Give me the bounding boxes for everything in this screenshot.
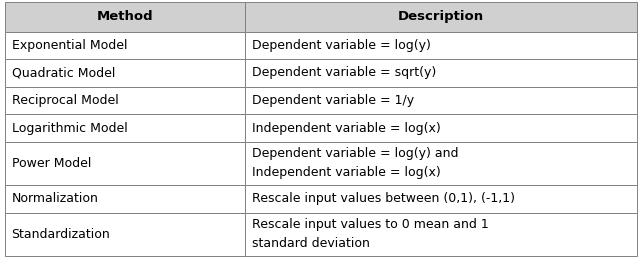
Text: Normalization: Normalization [12, 192, 98, 205]
Text: Dependent variable = sqrt(y): Dependent variable = sqrt(y) [252, 66, 436, 79]
Bar [245, 31, 637, 59]
Text: Rescale input values to 0 mean and 1
standard deviation: Rescale input values to 0 mean and 1 sta… [252, 218, 489, 250]
Bar [5, 114, 245, 142]
Bar [5, 185, 245, 213]
Bar [5, 31, 245, 59]
Text: Method: Method [97, 10, 153, 23]
Text: Description: Description [398, 10, 484, 23]
Text: Reciprocal Model: Reciprocal Model [12, 94, 118, 107]
Bar [245, 213, 637, 256]
Text: Logarithmic Model: Logarithmic Model [12, 122, 127, 134]
Bar [5, 59, 245, 87]
Text: Quadratic Model: Quadratic Model [12, 66, 115, 79]
Bar [245, 87, 637, 114]
Bar [5, 87, 245, 114]
Bar [245, 2, 637, 31]
Text: Independent variable = log(x): Independent variable = log(x) [252, 122, 440, 134]
Text: Dependent variable = log(y): Dependent variable = log(y) [252, 39, 431, 52]
Bar [5, 2, 245, 31]
Bar [5, 213, 245, 256]
Text: Standardization: Standardization [12, 228, 110, 241]
Bar [5, 142, 245, 185]
Text: Power Model: Power Model [12, 157, 91, 170]
Text: Rescale input values between (0,1), (-1,1): Rescale input values between (0,1), (-1,… [252, 192, 515, 205]
Text: Exponential Model: Exponential Model [12, 39, 127, 52]
Text: Dependent variable = 1/y: Dependent variable = 1/y [252, 94, 413, 107]
Bar [245, 114, 637, 142]
Text: Dependent variable = log(y) and
Independent variable = log(x): Dependent variable = log(y) and Independ… [252, 147, 458, 180]
Bar [245, 185, 637, 213]
Bar [245, 59, 637, 87]
Bar [245, 142, 637, 185]
